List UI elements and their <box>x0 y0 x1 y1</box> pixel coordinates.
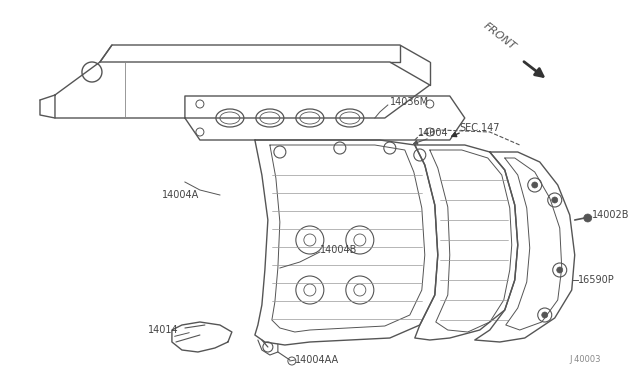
Text: 16590P: 16590P <box>578 275 614 285</box>
Text: 14004AA: 14004AA <box>295 355 339 365</box>
Text: 14004A: 14004A <box>162 190 199 200</box>
Circle shape <box>557 267 563 273</box>
Text: 14004: 14004 <box>418 128 449 138</box>
Text: 14002B: 14002B <box>592 210 629 220</box>
Text: J 40003: J 40003 <box>570 355 601 364</box>
Circle shape <box>532 182 538 188</box>
Text: 14036M: 14036M <box>390 97 429 107</box>
Circle shape <box>584 214 592 222</box>
Text: SEC.147: SEC.147 <box>460 123 500 133</box>
Text: 14014: 14014 <box>148 325 179 335</box>
Circle shape <box>552 197 557 203</box>
Circle shape <box>541 312 548 318</box>
Text: 14004B: 14004B <box>320 245 357 255</box>
Text: FRONT: FRONT <box>482 21 518 52</box>
